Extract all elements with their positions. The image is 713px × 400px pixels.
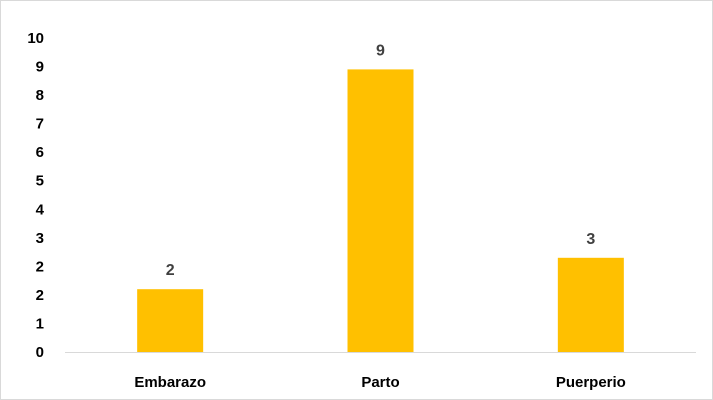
y-tick-label: 7: [36, 116, 44, 133]
category-label-puerperio: Puerperio: [556, 374, 626, 391]
data-label-puerperio: 3: [586, 231, 595, 248]
category-label-parto: Parto: [361, 374, 399, 391]
bar-puerperio: [557, 257, 624, 352]
y-tick-label: 1: [36, 315, 44, 332]
data-labels: 2 9 3: [166, 42, 596, 279]
bar-embarazo: [137, 289, 204, 352]
y-axis-ticks: 0 1 2 2 3 4 5 6 7 8 9 10: [27, 30, 44, 361]
data-label-parto: 9: [376, 42, 385, 59]
y-tick-label: 8: [36, 87, 44, 104]
y-tick-label: 0: [36, 344, 44, 361]
y-tick-label: 2: [36, 287, 44, 304]
bars: [137, 69, 624, 353]
y-tick-label: 6: [36, 144, 44, 161]
y-tick-label: 3: [36, 230, 44, 247]
y-tick-label: 5: [36, 173, 44, 190]
y-tick-label: 10: [27, 30, 44, 47]
data-label-embarazo: 2: [166, 262, 175, 279]
y-tick-label: 9: [36, 59, 44, 76]
x-axis-categories: Embarazo Parto Puerperio: [134, 374, 626, 391]
y-tick-label: 4: [36, 201, 45, 218]
y-tick-label: 2: [36, 258, 44, 275]
category-label-embarazo: Embarazo: [134, 374, 206, 391]
bar-parto: [347, 69, 414, 353]
